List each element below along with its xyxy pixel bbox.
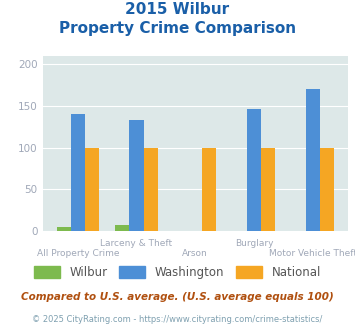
- Bar: [57, 227, 71, 231]
- Text: Arson: Arson: [182, 249, 208, 258]
- Bar: [115, 225, 130, 231]
- Text: All Property Crime: All Property Crime: [37, 249, 119, 258]
- Text: Property Crime Comparison: Property Crime Comparison: [59, 21, 296, 36]
- Bar: [320, 148, 334, 231]
- Bar: [130, 120, 143, 231]
- Text: Compared to U.S. average. (U.S. average equals 100): Compared to U.S. average. (U.S. average …: [21, 292, 334, 302]
- Bar: [143, 148, 158, 231]
- Bar: [71, 115, 85, 231]
- Bar: [261, 148, 275, 231]
- Text: 2015 Wilbur: 2015 Wilbur: [125, 2, 230, 16]
- Text: © 2025 CityRating.com - https://www.cityrating.com/crime-statistics/: © 2025 CityRating.com - https://www.city…: [32, 315, 323, 324]
- Text: Larceny & Theft: Larceny & Theft: [100, 239, 173, 248]
- Text: Motor Vehicle Theft: Motor Vehicle Theft: [269, 249, 355, 258]
- Text: Burglary: Burglary: [235, 239, 273, 248]
- Bar: [247, 109, 261, 231]
- Bar: [202, 148, 217, 231]
- Bar: [306, 89, 320, 231]
- Bar: [85, 148, 99, 231]
- Legend: Wilbur, Washington, National: Wilbur, Washington, National: [29, 262, 326, 284]
